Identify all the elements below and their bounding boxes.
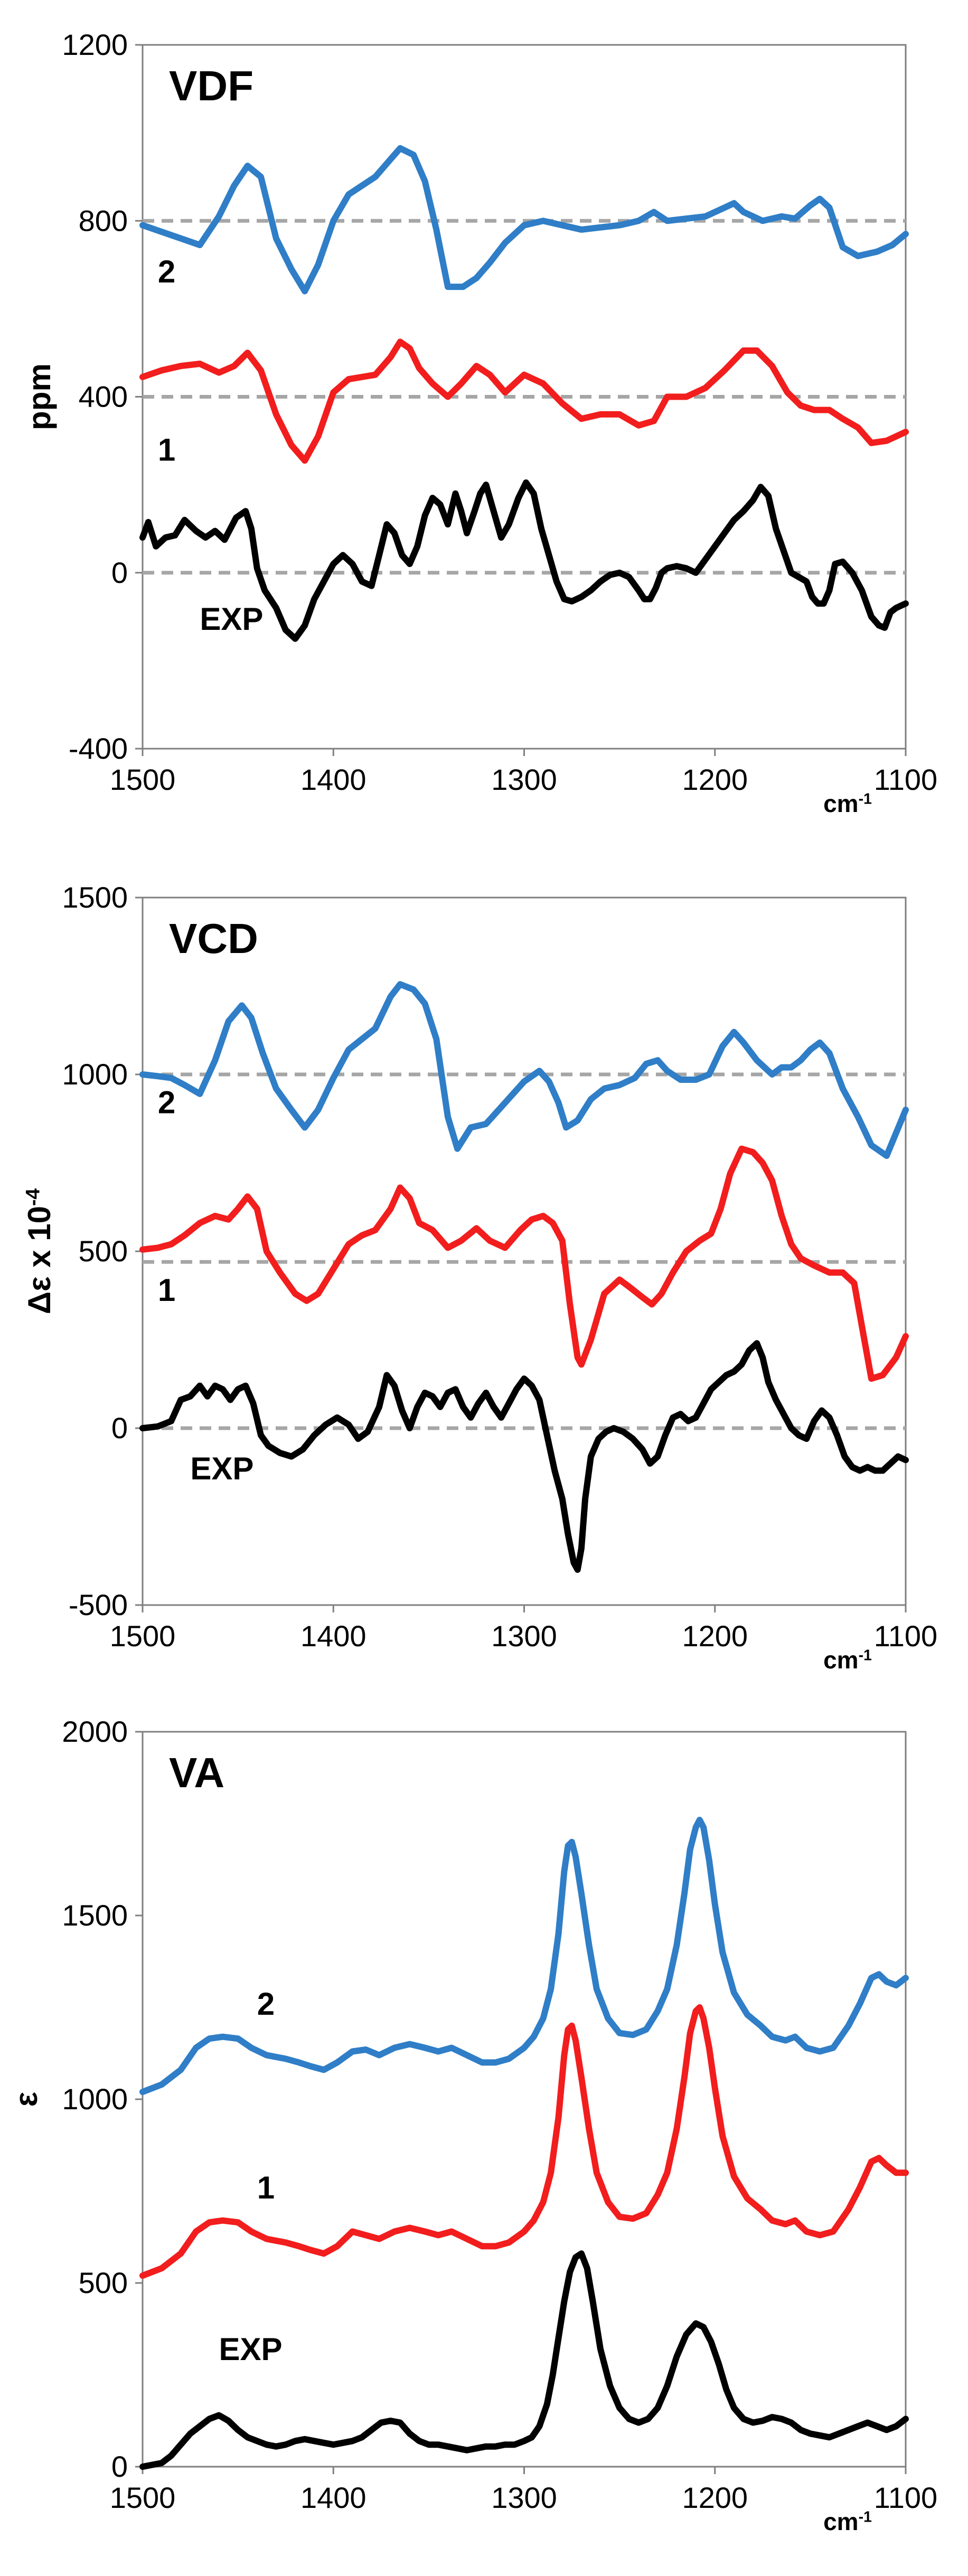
y-axis-label: ppm [22, 363, 57, 430]
x-axis-label-main: cm [823, 2508, 858, 2535]
series-label-2: 2 [257, 1986, 275, 2022]
x-axis-label-superscript: -1 [859, 2508, 872, 2525]
panel-title: VA [169, 1749, 224, 1796]
y-tick-label: 400 [79, 380, 128, 413]
x-tick-label: 1300 [491, 1619, 557, 1653]
series-line-exp [139, 2250, 909, 2470]
series-line-2 [139, 145, 909, 295]
x-tick-label: 1400 [300, 1619, 366, 1653]
x-tick-label: 1500 [110, 763, 176, 796]
y-tick-label: 2000 [62, 1715, 128, 1748]
x-tick-label: 1200 [682, 1619, 748, 1653]
y-axis-label-main: ε [8, 2092, 44, 2107]
x-axis-label-superscript: -1 [859, 1647, 872, 1664]
series-label-1: 1 [158, 1272, 175, 1308]
series-label-exp: EXP [190, 1451, 253, 1486]
series-label-2: 2 [158, 1085, 175, 1120]
y-tick-label: 0 [111, 556, 128, 589]
x-tick-label: 1500 [110, 2481, 176, 2514]
chart-panel-vcd: -500 0 500 1000 1500 1500 1400 1300 1200 1100 2 1 EX… [22, 881, 938, 1674]
x-axis-label-main: cm [823, 1646, 858, 1674]
x-axis-label: cm-1 [823, 2508, 872, 2535]
x-axis-label-superscript: -1 [859, 790, 872, 807]
series-line-1 [139, 1145, 909, 1382]
x-tick-label: 1300 [491, 763, 557, 796]
y-axis-label-main: Δε x 10 [22, 1206, 57, 1314]
y-tick-label: 1000 [62, 1058, 128, 1091]
series-line-1 [139, 338, 909, 464]
series-label-exp: EXP [219, 2332, 283, 2367]
y-axis-label-main: ppm [22, 363, 57, 430]
y-axis-label-superscript: -4 [22, 1188, 44, 1206]
x-tick-label: 1400 [300, 2481, 366, 2514]
y-axis-label: ε [8, 2092, 44, 2107]
x-axis-label-main: cm [823, 790, 858, 817]
series-label-2: 2 [158, 254, 175, 289]
x-tick-label: 1100 [874, 2481, 937, 2514]
x-tick-label: 1200 [682, 763, 748, 796]
x-tick-label: 1300 [491, 2481, 557, 2514]
y-tick-label: -500 [69, 1588, 128, 1621]
series-label-exp: EXP [200, 601, 263, 637]
y-tick-label: 1200 [62, 28, 128, 61]
y-tick-label: 1500 [62, 1899, 128, 1932]
y-tick-label: 800 [79, 204, 128, 237]
series-line-exp [139, 479, 909, 642]
series-label-1: 1 [257, 2170, 275, 2205]
series-line-2 [139, 1817, 909, 2096]
plot-frame [142, 897, 907, 1606]
y-tick-label: 500 [79, 2266, 128, 2299]
series-line-2 [139, 981, 909, 1159]
x-axis-label: cm-1 [823, 790, 872, 817]
y-tick-label: 1000 [62, 2082, 128, 2116]
series-label-1: 1 [158, 432, 175, 467]
panel-title: VDF [169, 62, 253, 109]
x-tick-label: 1100 [874, 1619, 937, 1653]
y-tick-label: 0 [111, 2450, 128, 2483]
series-line-exp [139, 1340, 909, 1573]
x-tick-label: 1100 [874, 763, 937, 796]
x-axis-label: cm-1 [823, 1646, 872, 1674]
chart-panel-va: 0 500 1000 1500 2000 1500 1400 1300 1200 1100 2 1 EX… [8, 1715, 937, 2535]
x-tick-label: 1500 [110, 1619, 176, 1653]
y-axis-label: Δε x 10-4 [22, 1188, 57, 1314]
y-tick-label: 500 [79, 1234, 128, 1268]
y-tick-label: -400 [69, 732, 128, 765]
x-tick-label: 1200 [682, 2481, 748, 2514]
x-tick-label: 1400 [300, 763, 366, 796]
series-line-1 [139, 2004, 909, 2279]
chart-panel-vdf: -400 0 400 800 1200 1500 1400 1300 1200 1100 2 1 EXP… [22, 28, 937, 817]
y-tick-label: 0 [111, 1411, 128, 1445]
panel-title: VCD [169, 915, 258, 962]
y-tick-label: 1500 [62, 881, 128, 914]
